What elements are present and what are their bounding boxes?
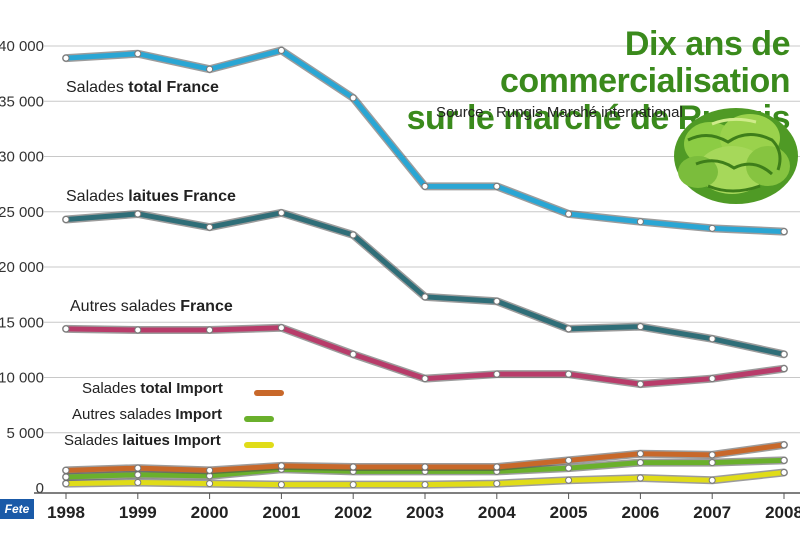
data-point-salades-laitues-france	[134, 210, 142, 218]
data-point-salades-laitues-france	[708, 335, 716, 343]
data-point-salades-laitues-import	[636, 474, 644, 482]
data-point-salades-total-import	[636, 450, 644, 458]
data-point-salades-total-import	[62, 466, 70, 474]
x-tick-label: 2002	[334, 503, 372, 522]
x-tick-label: 2001	[262, 503, 300, 522]
data-point-autres-salades-france	[62, 325, 70, 333]
x-tick-label: 2005	[550, 503, 588, 522]
data-point-salades-total-france	[708, 224, 716, 232]
legend-swatch-laitues-import	[244, 442, 274, 448]
x-tick-label: 2000	[191, 503, 229, 522]
data-point-salades-total-import	[277, 462, 285, 470]
data-point-salades-laitues-import	[780, 469, 788, 477]
data-point-salades-total-france	[206, 65, 214, 73]
x-tick-label: 1998	[47, 503, 85, 522]
publisher-logo: Fete	[0, 499, 34, 519]
data-point-salades-total-import	[565, 456, 573, 464]
data-point-salades-laitues-import	[565, 476, 573, 484]
data-point-salades-laitues-france	[636, 323, 644, 331]
lettuce-icon	[674, 108, 798, 204]
data-point-autres-salades-import	[62, 473, 70, 481]
legend-item-autres-import: Autres salades Import	[64, 406, 274, 432]
data-point-salades-laitues-import	[421, 481, 429, 489]
label-autres-france: Autres salades France	[70, 298, 233, 315]
data-point-autres-salades-import	[134, 471, 142, 479]
data-point-autres-salades-france	[277, 324, 285, 332]
y-tick-label: 40 000	[0, 38, 44, 55]
data-point-salades-laitues-import	[349, 481, 357, 489]
data-point-salades-laitues-import	[493, 480, 501, 488]
data-point-salades-total-france	[493, 182, 501, 190]
data-point-salades-total-import	[780, 441, 788, 449]
y-tick-label: 5 000	[6, 425, 44, 442]
data-point-autres-salades-france	[421, 375, 429, 383]
data-point-salades-laitues-import	[62, 480, 70, 488]
data-point-autres-salades-import	[780, 456, 788, 464]
data-point-salades-total-france	[134, 50, 142, 58]
data-point-salades-laitues-import	[708, 476, 716, 484]
data-point-salades-total-france	[277, 46, 285, 54]
data-point-salades-laitues-france	[277, 209, 285, 217]
x-tick-label: 2007	[693, 503, 731, 522]
legend-swatch-total-import	[254, 390, 284, 396]
data-point-salades-laitues-france	[349, 231, 357, 239]
data-point-salades-laitues-import	[134, 478, 142, 486]
legend-item-total-import: Salades total Import	[64, 380, 284, 406]
y-tick-label: 30 000	[0, 149, 44, 166]
data-point-salades-total-import	[421, 463, 429, 471]
y-tick-label: 10 000	[0, 370, 44, 387]
data-point-salades-laitues-france	[62, 215, 70, 223]
data-point-autres-salades-france	[206, 326, 214, 334]
data-point-autres-salades-france	[565, 370, 573, 378]
data-point-autres-salades-import	[636, 459, 644, 467]
label-laitues-france: Salades laitues France	[66, 188, 236, 205]
data-point-salades-total-import	[493, 463, 501, 471]
data-point-salades-laitues-import	[277, 481, 285, 489]
y-tick-label: 15 000	[0, 314, 44, 331]
x-tick-label: 1999	[119, 503, 157, 522]
data-point-salades-total-france	[349, 94, 357, 102]
data-point-autres-salades-import	[708, 459, 716, 467]
data-point-autres-salades-france	[708, 375, 716, 383]
data-point-autres-salades-import	[565, 464, 573, 472]
label-total-france: Salades total France	[66, 79, 219, 96]
y-tick-label: 25 000	[0, 204, 44, 221]
y-tick-label: 20 000	[0, 259, 44, 276]
data-point-salades-laitues-france	[206, 223, 214, 231]
x-tick-label: 2003	[406, 503, 444, 522]
data-point-salades-total-france	[780, 228, 788, 236]
data-point-salades-total-import	[134, 464, 142, 472]
data-point-salades-total-import	[708, 451, 716, 459]
source-note: Source : Rungis Marché international	[436, 104, 683, 121]
data-point-salades-laitues-import	[206, 480, 214, 488]
data-point-salades-total-france	[421, 182, 429, 190]
import-legend: Salades total Import Autres salades Impo…	[64, 380, 284, 458]
x-tick-label: 2008	[765, 503, 800, 522]
data-point-salades-total-import	[206, 466, 214, 474]
data-point-salades-laitues-france	[421, 293, 429, 301]
data-point-autres-salades-france	[134, 326, 142, 334]
data-point-salades-total-france	[62, 54, 70, 62]
title-line-1: Dix ans de commercialisation	[499, 25, 791, 100]
data-point-autres-salades-france	[349, 350, 357, 358]
y-tick-label: 0	[36, 480, 44, 497]
data-point-salades-total-import	[349, 463, 357, 471]
data-point-salades-laitues-france	[780, 350, 788, 358]
chart-title: Dix ans de commercialisation sur le marc…	[330, 25, 791, 137]
data-point-salades-total-france	[565, 210, 573, 218]
data-point-autres-salades-france	[493, 370, 501, 378]
data-point-autres-salades-france	[636, 380, 644, 388]
legend-item-laitues-import: Salades laitues Import	[64, 432, 274, 458]
data-point-salades-total-france	[636, 218, 644, 226]
data-point-salades-laitues-france	[565, 325, 573, 333]
data-point-salades-laitues-france	[493, 297, 501, 305]
y-tick-label: 35 000	[0, 93, 44, 110]
x-tick-label: 2004	[478, 503, 516, 522]
data-point-autres-salades-france	[780, 365, 788, 373]
legend-swatch-autres-import	[244, 416, 274, 422]
x-tick-label: 2006	[621, 503, 659, 522]
